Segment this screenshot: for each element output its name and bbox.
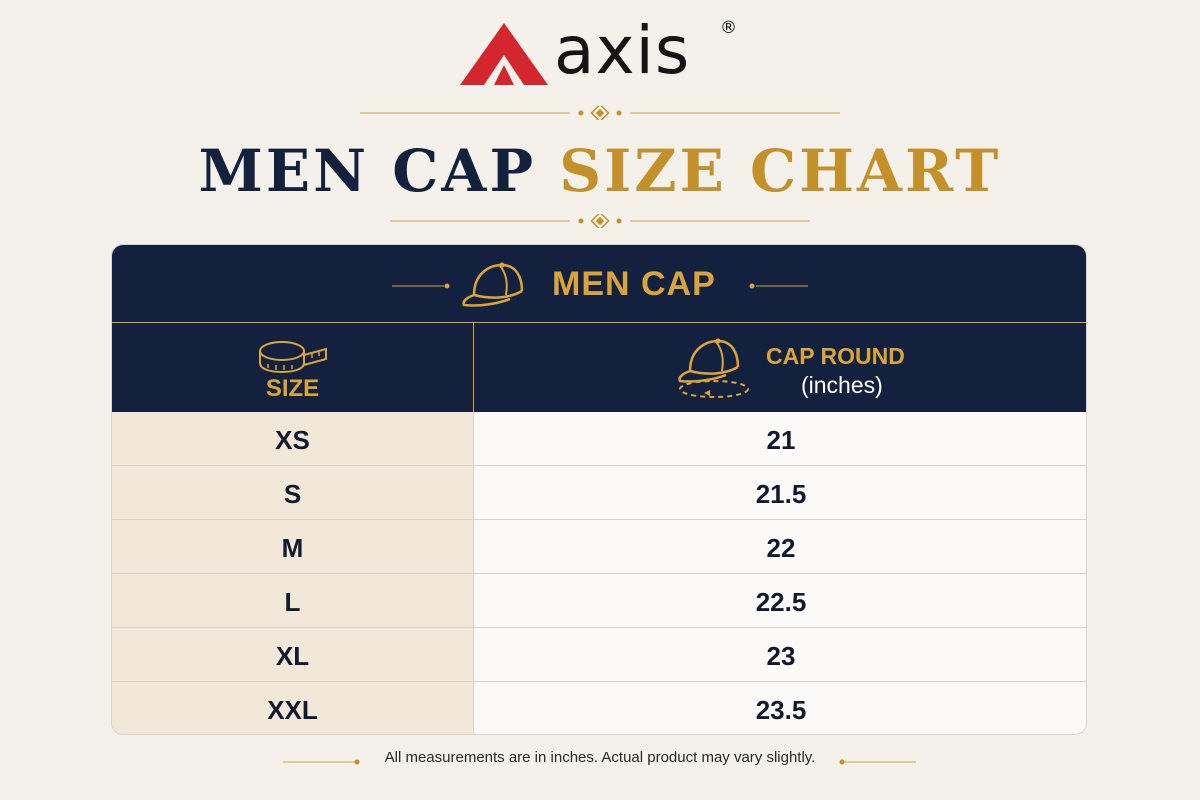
banner-deco-left [392,283,450,289]
size-cell: XXL [112,682,473,734]
column-header-size: SIZE [112,323,473,413]
brand-name: axis [554,12,691,89]
table-row: XL 23 [112,628,1086,682]
size-column-label: SIZE [265,375,320,402]
footnote-deco-right [839,759,916,765]
page-title: MEN CAP SIZE CHART [0,136,1200,206]
cap-round-cell: 23.5 [474,682,1086,734]
banner-label: MEN CAP [552,265,716,303]
size-cell: XL [112,628,473,682]
header-divider [473,323,474,413]
column-header-cap-round: CAP ROUND (inches) [474,323,1086,413]
table-banner: MEN CAP [112,245,1086,322]
size-cell: XS [112,412,473,466]
title-part-gold: SIZE CHART [559,137,1002,205]
ornament-divider-bottom [390,214,810,228]
cap-round-cell: 22 [474,520,1086,574]
cap-round-cell: 21 [474,412,1086,466]
cap-icon [462,262,524,307]
cap-round-column-label: CAP ROUND [766,343,905,369]
size-cell: M [112,520,473,574]
table-row: S 21.5 [112,466,1086,520]
title-part-dark: MEN CAP [198,137,537,205]
registered-mark: ® [720,18,737,38]
cap-round-cell: 22.5 [474,574,1086,628]
banner-deco-right [749,283,808,289]
brand-logo: axis ® [458,12,738,89]
footnote-deco-left [283,759,360,765]
cap-round-unit-label: (inches) [801,372,883,398]
cap-round-cell: 23 [474,628,1086,682]
table-header-row: SIZE CAP ROUND (inches) [112,322,1086,413]
ornament-divider-top [360,106,840,120]
table-row: XXL 23.5 [112,682,1086,734]
footnote: All measurements are in inches. Actual p… [384,749,816,766]
cap-round-cell: 21.5 [474,466,1086,520]
measuring-tape-icon [259,341,327,374]
size-cell: L [112,574,473,628]
table-row: L 22.5 [112,574,1086,628]
table-body: XS 21 S 21.5 M 22 L 22.5 XL 23 [112,412,1086,734]
size-cell: S [112,466,473,520]
cap-round-icon [678,338,749,398]
table-row: XS 21 [112,412,1086,466]
size-chart-table: MEN CAP SIZE [111,244,1087,735]
logo-mark-icon [460,23,548,85]
table-row: M 22 [112,520,1086,574]
